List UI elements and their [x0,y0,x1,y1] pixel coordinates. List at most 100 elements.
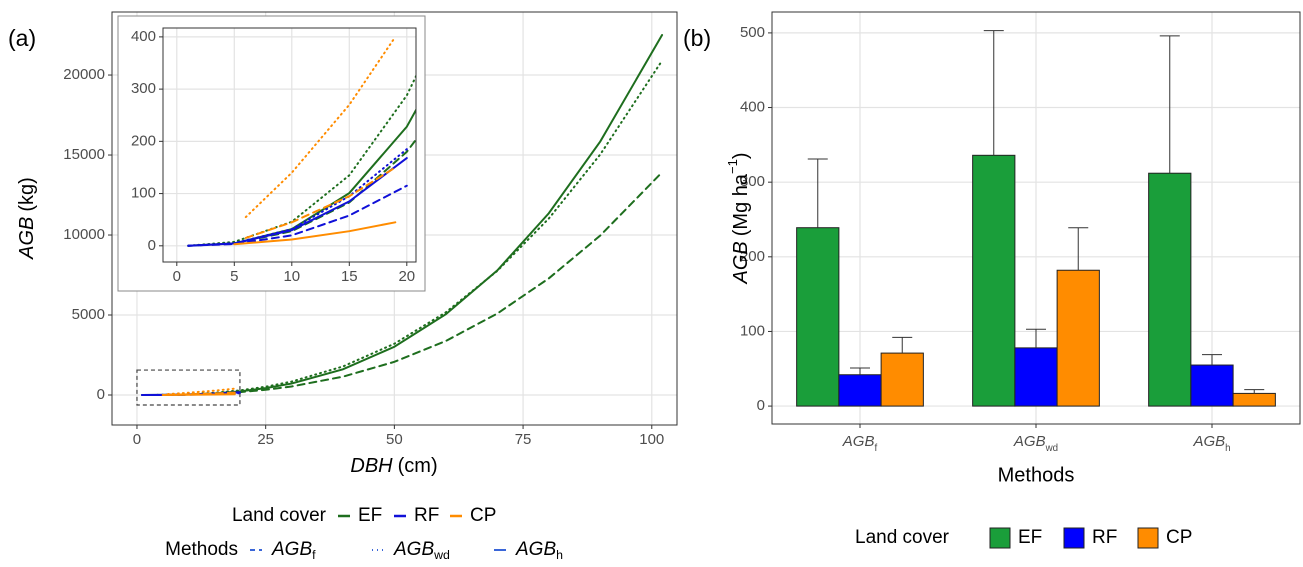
plot-frame [771,11,1301,425]
x-axis-label-part: (cm) [398,455,438,477]
y-tick-label: 0 [97,386,105,403]
y-tick-label: 200 [131,132,156,149]
y-tick-label: 300 [131,80,156,97]
y-tick-label: 200 [740,248,765,265]
error-bar [807,158,828,228]
panel-tag: (b) [683,25,711,51]
zoom-box [136,369,241,406]
error-bar [1244,389,1265,394]
y-tick-label: 400 [131,28,156,45]
x-tick-label: 20 [398,268,415,285]
legend-label: EF [1018,527,1042,548]
y-tick-label: 10000 [63,226,105,243]
bar [1056,269,1100,407]
legend-label-part: f [312,548,316,562]
legend-title: Methods [165,539,238,560]
line [166,387,236,396]
bar [796,227,840,407]
y-tick-label: 5000 [72,306,105,323]
legend-label: CP [470,505,496,526]
legend-label: RF [414,505,439,526]
line [187,157,408,247]
bar [1014,347,1058,407]
x-tick-label: 0 [133,431,141,448]
line [161,393,236,396]
error-bar [1068,227,1089,271]
y-axis-label-part: AGB [730,241,752,284]
bar [1148,172,1192,407]
y-tick-label: 15000 [63,146,105,163]
x-tick-label: 0 [173,268,181,285]
y-tick-label: 0 [757,397,765,414]
y-axis-label: AGB (kg) [16,177,38,260]
line [187,73,416,247]
y-tick-label: 300 [740,173,765,190]
legend-title: Land cover [232,505,327,526]
x-axis-label: Methods [998,464,1075,486]
y-tick-label: 0 [148,237,156,254]
lines [187,35,416,247]
x-tick-label: 15 [341,268,358,285]
legend-label-part: AGB [271,539,312,560]
x-tick-label: AGBh [1192,433,1230,454]
plot-background [163,28,416,262]
y-tick-label: 400 [740,99,765,116]
x-tick-label: 100 [639,431,664,448]
x-tick-label: AGBf [842,433,878,454]
x-tick-label: 50 [386,431,403,448]
x-tick-label-part: AGB [1192,433,1225,450]
x-tick-label-part: AGB [842,433,875,450]
y-axis-label-part: (kg) [16,177,38,211]
x-tick-label: 10 [283,268,300,285]
x-axis-label-part: DBH [350,455,393,477]
x-tick-label: AGBwd [1013,433,1058,454]
x-tick-label-part: h [1225,443,1230,454]
legend-swatch [1063,527,1085,549]
line [244,166,397,239]
error-bar [1026,328,1046,348]
x-tick-label: 75 [515,431,532,448]
y-axis-label-part: ) [730,153,752,160]
legend-swatch [1137,527,1159,549]
legend-label: RF [1092,527,1117,548]
y-axis-label-part: (Mg ha [730,173,752,236]
error-bar [892,336,913,354]
error-bar [850,367,870,375]
legend-title: Land cover [855,527,950,548]
error-bar [1159,35,1180,174]
x-tick-label: 25 [257,431,274,448]
y-tick-label: 500 [740,24,765,41]
line [233,221,397,246]
y-axis-label-part: AGB [16,217,38,260]
error-bar [983,30,1004,156]
legend-label: AGBwd [393,539,450,562]
y-axis-label-part: −1 [725,159,740,174]
y-tick-label: 100 [131,185,156,202]
lines [141,34,664,397]
legend-label-part: AGB [393,539,434,560]
x-tick-label-part: wd [1045,443,1058,454]
x-axis-label: DBH (cm) [350,455,437,477]
legend-label-part: h [556,548,563,562]
x-tick-label-part: f [874,443,877,454]
y-tick-label: 100 [740,322,765,339]
legend-swatch [989,527,1011,549]
plot-frame [162,27,417,263]
legend-label-part: AGB [515,539,556,560]
x-tick-label-part: AGB [1013,433,1046,450]
bar [972,154,1016,407]
panel-tag: (a) [8,25,36,51]
legend-label: CP [1166,527,1192,548]
legend-label: EF [358,505,382,526]
legend-label: AGBf [271,539,316,562]
bar [838,374,882,407]
error-bar [1202,354,1222,366]
x-tick-label: 5 [230,268,238,285]
plot-frame [111,11,678,426]
legend-label-part: wd [433,548,450,562]
bar [1190,364,1234,407]
bar [880,352,924,407]
legend-label: AGBh [515,539,563,562]
bar [1232,392,1276,407]
